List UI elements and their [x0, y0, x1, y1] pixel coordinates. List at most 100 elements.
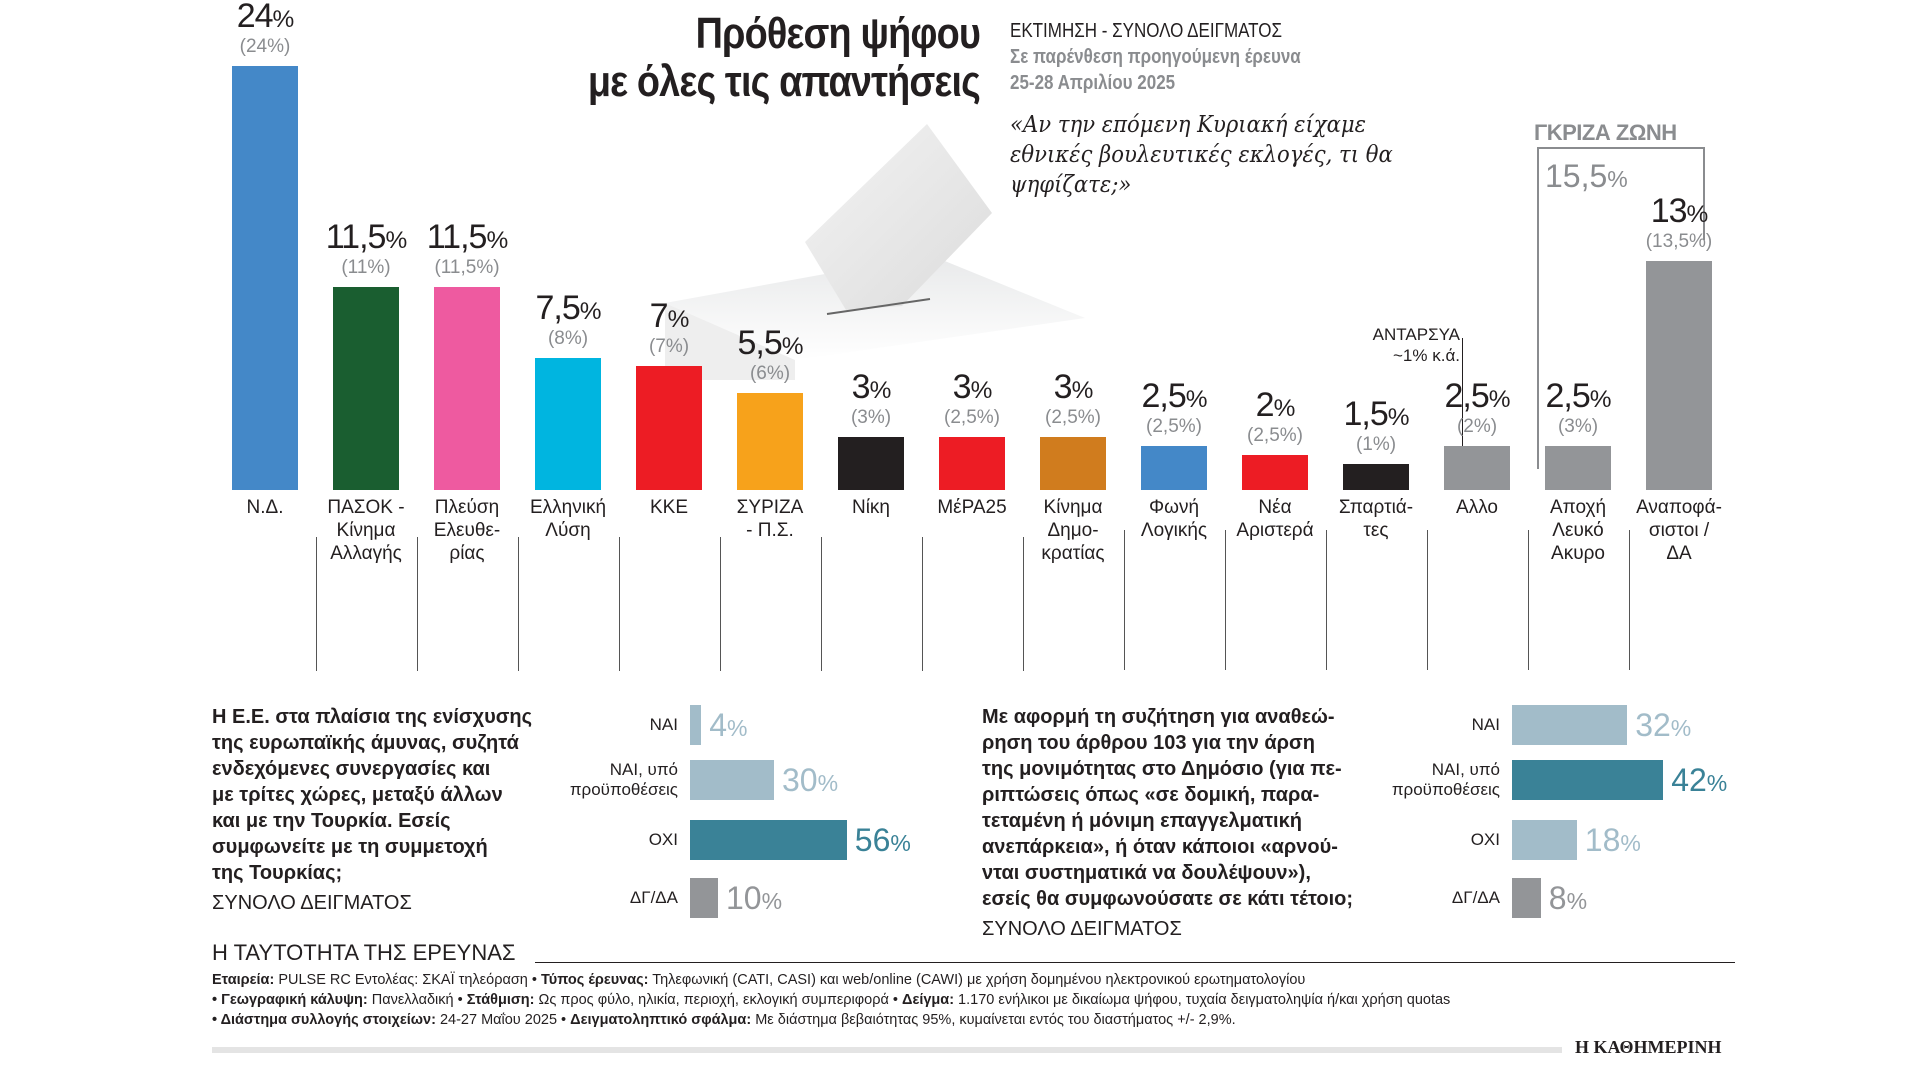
question-line: Με αφορμή τη συζήτηση για αναθεώ- — [982, 706, 1335, 728]
category-separator — [1427, 530, 1428, 670]
bar-previous-value-label: (2,5%) — [944, 407, 1000, 429]
category-separator — [720, 537, 721, 671]
question-line: νται συστηματικά να δουλέψουν»), — [982, 862, 1311, 884]
category-separator — [821, 537, 822, 671]
sub-bar-value-label: 30% — [782, 760, 838, 803]
bar-value-number: 11,5 — [325, 218, 387, 257]
sub-bar-value-number: 56 — [854, 822, 891, 858]
identity-field-label: Δείγμα: — [902, 992, 955, 1008]
grey-zone-title: ΓΚΡΙΖΑ ΖΩΝΗ — [1534, 120, 1677, 145]
antarsya-leader-line — [1462, 338, 1463, 468]
bar-category-label: Αποχή Λευκό Ακυρο — [1549, 497, 1607, 564]
bar-previous-value-label: (11,5%) — [434, 257, 500, 279]
bar-value-label: 7,5% — [508, 290, 628, 330]
bar-previous-value-label: (3%) — [1557, 415, 1599, 437]
question-line: ενδεχόμενες συνεργασίες και — [212, 758, 491, 780]
question-line: ρηση του άρθρου 103 για την άρση — [982, 732, 1315, 754]
bar-value-label: 5,5% — [710, 325, 830, 365]
antarsya-value: ~1% κ.ά. — [1393, 346, 1460, 365]
question-line: εσείς θα συμφωνούσατε σε κάτι τέτοιο; — [982, 888, 1354, 910]
sub-bar-value-pct: % — [1566, 888, 1588, 914]
identity-field-value: Πανελλαδική • — [367, 992, 467, 1008]
bar — [939, 437, 1005, 490]
bar — [1040, 437, 1106, 490]
bar-value-pct: % — [1589, 385, 1612, 413]
bar-value-pct: % — [1488, 385, 1511, 413]
bar-value-pct: % — [667, 306, 690, 334]
identity-field-label: Εταιρεία: — [212, 972, 275, 988]
bar-previous-value-label: (24%) — [239, 36, 291, 58]
grey-zone-pct: % — [1607, 166, 1628, 192]
bar — [1141, 445, 1207, 490]
bar-value-label: 7% — [609, 298, 729, 338]
bar-value-number: 3 — [1053, 368, 1073, 407]
bar-value-number: 3 — [952, 368, 972, 407]
sub-bar-value-label: 10% — [726, 878, 782, 921]
category-separator — [922, 537, 923, 671]
bar-previous-value-label: (1%) — [1355, 433, 1397, 455]
sub-bar-value-label: 4% — [709, 705, 747, 748]
bar-value-number: 2 — [1255, 385, 1275, 424]
question-line: Η Ε.Ε. στα πλαίσια της ενίσχυσης — [212, 706, 533, 728]
ballot-slot — [826, 298, 931, 315]
sub-bar-value-pct: % — [1620, 830, 1641, 856]
sub-bar-value-label: 56% — [855, 820, 911, 863]
bar-value-label: 11,5% — [306, 219, 426, 259]
bar-value-number: 2,5 — [1141, 376, 1186, 415]
antarsya-label: ΑΝΤΑΡΣΥΑ — [1372, 325, 1460, 344]
bar-value-pct: % — [1071, 377, 1094, 405]
question-line: με τρίτες χώρες, μεταξύ άλλων — [212, 784, 503, 806]
bar-value-number: 24 — [236, 0, 274, 36]
sub-bar — [690, 878, 718, 918]
category-separator — [1629, 530, 1630, 670]
bar-category-label: Πλεύση Ελευθε- ρίας — [433, 497, 501, 564]
bar-value-pct: % — [1273, 394, 1296, 422]
bar-value-number: 3 — [851, 368, 871, 407]
bar-category-label: ΣΥΡΙΖΑ - Π.Σ. — [736, 497, 804, 541]
bar-category-label: Νέα Αριστερά — [1236, 497, 1314, 541]
bar-value-pct: % — [1686, 200, 1709, 228]
bar-value-pct: % — [486, 227, 508, 255]
bar — [1444, 445, 1510, 490]
identity-line: • Διάστημα συλλογής στοιχείων: 24-27 Μαΐ… — [212, 1012, 1236, 1028]
bar-value-label: 1,5% — [1316, 396, 1436, 436]
bar-value-number: 2,5 — [1444, 376, 1489, 415]
antarsya-annotation: ΑΝΤΑΡΣΥΑ ~1% κ.ά. — [1340, 324, 1460, 366]
bar-value-pct: % — [579, 297, 602, 325]
sub-bar-value-label: 8% — [1549, 878, 1587, 921]
title-line-1: Πρόθεση ψήφου — [695, 9, 981, 58]
bar-category-label: Αναποφά- σιστοι / ΔΑ — [1636, 497, 1722, 564]
sub-bar-value-label: 18% — [1585, 820, 1641, 863]
grey-zone-value: 15,5% — [1545, 158, 1628, 195]
sub-bar — [1512, 760, 1664, 800]
category-separator — [417, 537, 418, 671]
bar-category-label: ΚΚΕ — [649, 497, 689, 518]
sub-bar-value-number: 32 — [1635, 707, 1671, 743]
bar-value-number: 1,5 — [1343, 394, 1388, 433]
bar-previous-value-label: (6%) — [749, 362, 791, 384]
identity-field-label: Τύπος έρευνας: — [540, 972, 649, 988]
sub-bar-value-pct: % — [890, 830, 911, 856]
bar-value-label: 24% — [205, 0, 325, 38]
question-line: συμφωνείτε με τη συμμετοχή — [212, 836, 488, 858]
bar-value-label: 11,5% — [407, 219, 527, 259]
bar-previous-value-label: (2,5%) — [1146, 415, 1202, 437]
bar-previous-value-label: (8%) — [547, 327, 589, 349]
sub-bar-value-number: 8 — [1548, 880, 1567, 916]
sub-bar-value-label: 42% — [1671, 760, 1727, 803]
bar-value-label: 3% — [811, 369, 931, 409]
sub-category-label: ΝΑΙ, υπό προϋποθέσεις — [569, 760, 678, 799]
chart-title: Πρόθεση ψήφου με όλες τις απαντήσεις — [516, 9, 981, 106]
bar-value-number: 7 — [649, 297, 669, 336]
bar-category-label: Κίνημα Δημο- κρατίας — [1041, 497, 1105, 564]
identity-field-value: Τηλεφωνική (CATI, CASI) και web/online (… — [648, 972, 1306, 988]
question-line: της μονιμότητας στο Δημόσιο (για πε- — [982, 758, 1342, 780]
identity-divider — [535, 962, 1735, 963]
sub-category-label: ΝΑΙ — [649, 715, 678, 734]
category-separator — [1023, 537, 1024, 671]
bar-previous-value-label: (2,5%) — [1045, 407, 1101, 429]
bar-category-label: ΠΑΣΟΚ - Κίνημα Αλλαγής — [327, 497, 405, 564]
bar-previous-value-label: (13,5%) — [1645, 230, 1713, 252]
bar-previous-value-label: (7%) — [648, 336, 690, 358]
sub-bar-value-number: 18 — [1584, 822, 1621, 858]
